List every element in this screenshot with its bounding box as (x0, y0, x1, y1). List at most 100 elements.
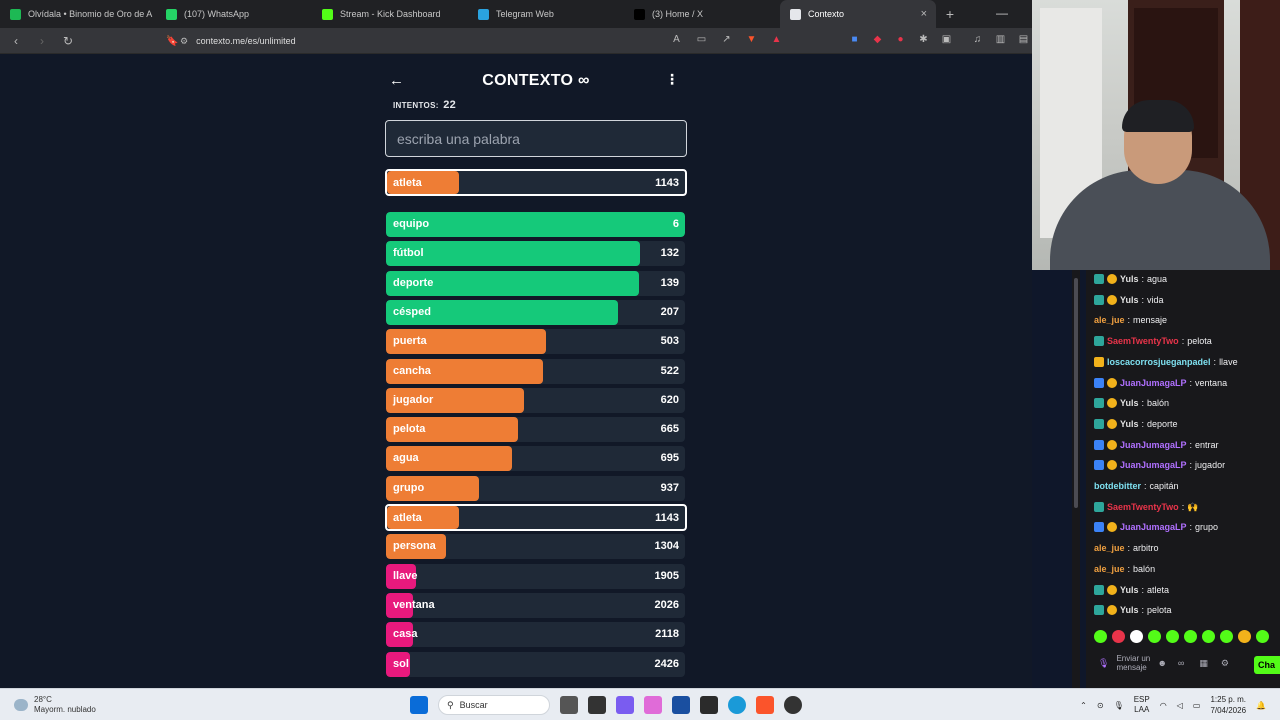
battery-icon[interactable]: ▭ (1192, 700, 1201, 710)
browser-tab[interactable]: Contexto × (780, 0, 936, 28)
coin-badge-icon[interactable] (1107, 418, 1117, 429)
sub-badge-icon[interactable] (1094, 502, 1104, 513)
app-icon-2[interactable] (616, 696, 634, 714)
chat-username[interactable]: Yuls (1120, 605, 1139, 616)
coin-badge-icon[interactable] (1107, 439, 1117, 450)
chat-username[interactable]: Yuls (1120, 294, 1139, 305)
taskbar-search[interactable]: ⚲ Buscar (438, 695, 550, 715)
store-icon[interactable]: ▦ (1199, 657, 1208, 668)
star-badge-icon[interactable] (1094, 460, 1104, 471)
chat-username[interactable]: JuanJumagaLP (1120, 377, 1187, 388)
chat-username[interactable]: SaemTwentyTwo (1107, 502, 1179, 513)
emote-icon[interactable] (1256, 630, 1269, 643)
sub-badge-icon[interactable] (1094, 605, 1104, 616)
bookmark-icon[interactable]: 🔖 (166, 35, 179, 47)
coin-badge-icon[interactable] (1107, 294, 1117, 305)
sub-badge-icon[interactable] (1094, 418, 1104, 429)
forward-nav-icon[interactable]: › (40, 33, 44, 48)
brave-rewards-icon[interactable]: ▲ (771, 34, 782, 45)
brave-icon[interactable] (756, 696, 774, 714)
more-options-icon[interactable]: ⋮ (665, 71, 679, 87)
back-arrow-icon[interactable]: ← (389, 72, 404, 89)
copilot-icon[interactable] (644, 696, 662, 714)
star-badge-icon[interactable] (1094, 522, 1104, 533)
chat-username[interactable]: Yuls (1120, 398, 1139, 409)
app-icon-1[interactable] (588, 696, 606, 714)
sub-badge-icon[interactable] (1094, 294, 1104, 305)
infinity-icon[interactable]: ∞ (1177, 658, 1185, 668)
chat-username[interactable]: Yuls (1120, 274, 1139, 284)
emote-icon[interactable] (1148, 630, 1161, 643)
coin-badge-icon[interactable] (1107, 522, 1117, 533)
crown-badge-icon[interactable] (1094, 356, 1104, 367)
translate-icon[interactable]: A (673, 34, 680, 45)
coin-badge-icon[interactable] (1107, 605, 1117, 616)
weather-widget[interactable]: 28°C Mayorm. nublado (14, 695, 96, 715)
extension-red-icon[interactable]: ◆ (873, 34, 882, 45)
task-view-icon[interactable] (560, 696, 578, 714)
wallet-icon[interactable]: ▤ (1018, 34, 1029, 45)
extension-translate-icon[interactable]: ■ (851, 34, 858, 45)
extension-game-icon[interactable]: ● (897, 34, 904, 45)
share-icon[interactable]: ↗ (722, 34, 731, 45)
chevron-up-icon[interactable]: ⌃ (1080, 700, 1087, 710)
clock[interactable]: 1:25 p. m. 7/04/2026 (1210, 694, 1246, 716)
browser-tab[interactable]: Olvídala • Binomio de Oro de A (0, 0, 156, 28)
chat-username[interactable]: JuanJumagaLP (1120, 522, 1187, 533)
mic-tray-icon[interactable]: 🎙 (1113, 700, 1124, 710)
obs-icon[interactable] (784, 696, 802, 714)
coin-badge-icon[interactable] (1107, 377, 1117, 388)
coin-badge-icon[interactable] (1107, 398, 1117, 409)
extensions-puzzle-icon[interactable]: ✱ (919, 34, 928, 45)
sub-badge-icon[interactable] (1094, 336, 1104, 347)
emote-icon[interactable] (1184, 630, 1197, 643)
emote-icon[interactable] (1238, 630, 1251, 643)
emote-icon[interactable] (1166, 630, 1179, 643)
sub-badge-icon[interactable] (1094, 274, 1104, 284)
file-explorer-icon[interactable] (672, 696, 690, 714)
star-badge-icon[interactable] (1094, 377, 1104, 388)
chat-username[interactable]: JuanJumagaLP (1120, 460, 1187, 471)
chat-username[interactable]: ale_jue (1094, 315, 1125, 326)
chat-username[interactable]: ale_jue (1094, 563, 1125, 574)
tray-app-icon[interactable]: ⊙ (1096, 700, 1104, 710)
windows-start-icon[interactable] (410, 696, 428, 714)
new-tab-button[interactable]: + (945, 6, 955, 22)
mic-icon[interactable]: 🎙 (1098, 657, 1110, 668)
terminal-icon[interactable] (700, 696, 718, 714)
chat-input[interactable]: Enviar un mensaje (1116, 654, 1151, 672)
emote-icon[interactable] (1130, 630, 1143, 643)
coin-badge-icon[interactable] (1107, 460, 1117, 471)
chat-send-button[interactable]: Cha (1254, 656, 1280, 674)
cast-icon[interactable]: ▭ (696, 34, 707, 45)
edge-icon[interactable] (728, 696, 746, 714)
volume-icon[interactable]: ◁ (1176, 700, 1183, 710)
chat-username[interactable]: Yuls (1120, 418, 1139, 429)
wifi-icon[interactable]: ◠ (1159, 700, 1167, 710)
site-info-icon[interactable]: ⚙ (180, 35, 189, 46)
language-indicator[interactable]: ESP LAA (1134, 695, 1150, 715)
minimize-icon[interactable]: — (996, 6, 1008, 20)
chat-username[interactable]: Yuls (1120, 584, 1139, 595)
word-input[interactable] (385, 120, 687, 157)
browser-tab[interactable]: Telegram Web (468, 0, 624, 28)
url-field[interactable]: 🔖 ⚙ contexto.me/es/unlimited (166, 32, 790, 50)
reload-icon[interactable]: ↻ (62, 33, 74, 48)
scrollbar-thumb[interactable] (1074, 278, 1078, 508)
emote-icon[interactable] (1094, 630, 1107, 643)
sub-badge-icon[interactable] (1094, 584, 1104, 595)
emoji-icon[interactable]: ☻ (1157, 658, 1167, 668)
chat-username[interactable]: JuanJumagaLP (1120, 439, 1187, 450)
sidebar-icon[interactable]: ▥ (995, 34, 1006, 45)
emote-icon[interactable] (1112, 630, 1125, 643)
screenshot-icon[interactable]: ▣ (941, 34, 952, 45)
notifications-icon[interactable]: 🔔 (1256, 700, 1266, 710)
chat-username[interactable]: botdebitter (1094, 481, 1141, 491)
emote-icon[interactable] (1202, 630, 1215, 643)
close-tab-icon[interactable]: × (920, 8, 927, 20)
emote-icon[interactable] (1220, 630, 1233, 643)
browser-tab[interactable]: (3) Home / X (624, 0, 780, 28)
star-badge-icon[interactable] (1094, 439, 1104, 450)
coin-badge-icon[interactable] (1107, 584, 1117, 595)
sub-badge-icon[interactable] (1094, 398, 1104, 409)
